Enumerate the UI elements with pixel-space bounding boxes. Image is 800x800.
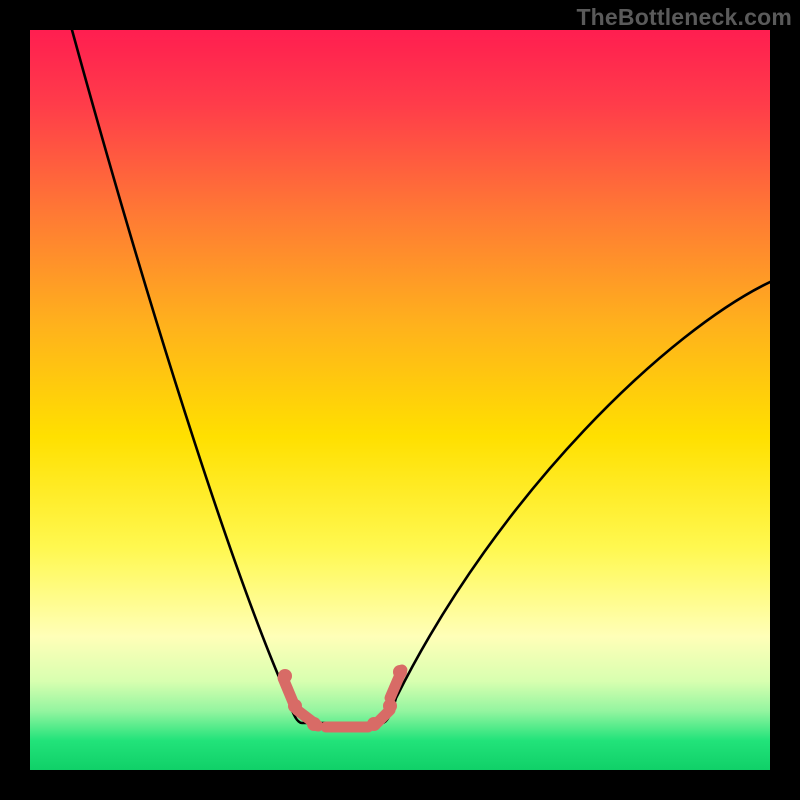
highlight-dot — [367, 717, 381, 731]
highlight-dot — [278, 669, 292, 683]
plot-area — [30, 30, 770, 770]
chart-container: TheBottleneck.com — [0, 0, 800, 800]
highlight-dot — [288, 699, 302, 713]
highlight-dot — [393, 665, 407, 679]
watermark-text: TheBottleneck.com — [576, 4, 792, 31]
gradient-background — [30, 30, 770, 770]
highlight-dot — [383, 699, 397, 713]
highlight-dot — [307, 717, 321, 731]
plot-svg — [30, 30, 770, 770]
